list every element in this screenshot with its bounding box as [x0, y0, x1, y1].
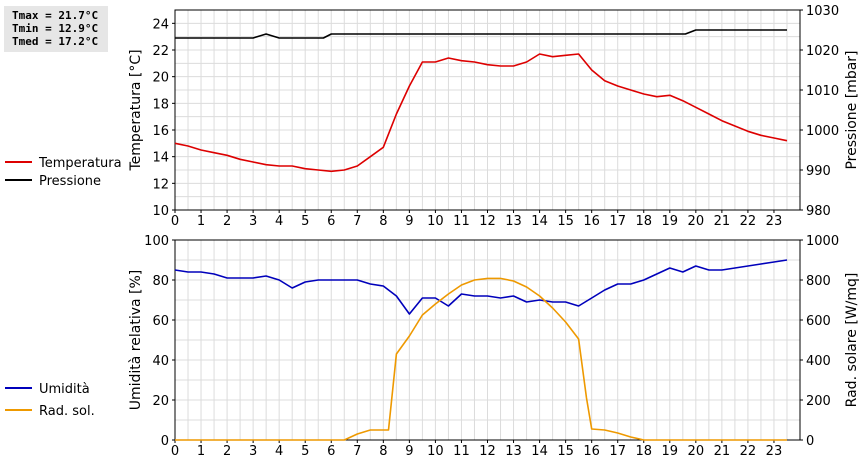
y2-tick-label: 1020 — [806, 44, 839, 59]
tmax-text: Tmax = 21.7°C — [12, 9, 99, 22]
pressione-legend-label: Pressione — [39, 174, 101, 189]
x-tick-label: 14 — [531, 214, 548, 229]
x-tick-label: 8 — [379, 444, 387, 459]
y-tick-label: 18 — [152, 97, 169, 112]
y2-tick-label: 1000 — [806, 234, 839, 249]
y-tick-label: 40 — [152, 354, 169, 369]
x-tick-label: 5 — [301, 444, 309, 459]
x-tick-label: 13 — [505, 444, 522, 459]
umidit-line — [174, 259, 788, 315]
x-tick-label: 19 — [662, 214, 679, 229]
tmed-text: Tmed = 17.2°C — [12, 35, 99, 48]
y2-tick-label: 990 — [806, 164, 831, 179]
y2-tick-label: 200 — [806, 394, 831, 409]
x-tick-label: 6 — [327, 214, 335, 229]
x-tick-label: 10 — [427, 444, 444, 459]
x-tick-label: 19 — [662, 444, 679, 459]
y-tick-label: 20 — [152, 394, 169, 409]
y2-axis-title: Pressione [mbar] — [844, 50, 860, 169]
x-tick-label: 10 — [427, 214, 444, 229]
x-tick-label: 14 — [531, 444, 548, 459]
y2-tick-label: 400 — [806, 354, 831, 369]
temperatura-line — [174, 53, 788, 173]
x-tick-label: 5 — [301, 214, 309, 229]
y2-tick-label: 600 — [806, 314, 831, 329]
y-axis-title: Umidità relativa [%] — [128, 270, 144, 411]
x-tick-label: 2 — [223, 214, 231, 229]
y2-tick-label: 0 — [806, 434, 814, 449]
x-tick-label: 20 — [688, 444, 705, 459]
tmin-text: Tmin = 12.9°C — [12, 22, 99, 35]
rad-sol-legend-label: Rad. sol. — [39, 404, 95, 419]
y2-tick-label: 1030 — [806, 4, 839, 19]
y2-tick-label: 800 — [806, 274, 831, 289]
x-tick-label: 16 — [583, 444, 600, 459]
stats-box: Tmax = 21.7°C Tmin = 12.9°C Tmed = 17.2°… — [4, 6, 108, 52]
x-tick-label: 16 — [583, 214, 600, 229]
x-tick-label: 0 — [171, 214, 179, 229]
y2-tick-label: 1000 — [806, 124, 839, 139]
y-tick-label: 24 — [152, 17, 169, 32]
x-tick-label: 21 — [714, 214, 731, 229]
x-tick-label: 23 — [766, 444, 783, 459]
x-tick-label: 23 — [766, 214, 783, 229]
x-tick-label: 3 — [249, 214, 257, 229]
x-tick-label: 11 — [453, 214, 470, 229]
x-tick-label: 11 — [453, 444, 470, 459]
y-tick-label: 100 — [144, 234, 169, 249]
x-tick-label: 13 — [505, 214, 522, 229]
x-tick-label: 4 — [275, 214, 283, 229]
y-tick-label: 16 — [152, 124, 169, 139]
y2-tick-label: 980 — [806, 204, 831, 219]
x-tick-label: 18 — [635, 214, 652, 229]
x-tick-label: 3 — [249, 444, 257, 459]
x-tick-label: 17 — [609, 444, 626, 459]
x-tick-label: 22 — [740, 214, 757, 229]
y-tick-label: 60 — [152, 314, 169, 329]
humidity-radiation-chart: 0 1 2 3 4 5 6 7 8 9 10 11 12 13 14 15 16 17 18 19 20 21 22 2302… — [128, 234, 860, 459]
y-tick-label: 22 — [152, 44, 169, 59]
x-tick-label: 15 — [557, 444, 574, 459]
x-tick-label: 9 — [405, 444, 413, 459]
x-tick-label: 12 — [479, 444, 496, 459]
legends: Temperatura Pressione Umidità Rad. sol. — [5, 156, 122, 419]
y-tick-label: 10 — [152, 204, 169, 219]
y-tick-label: 80 — [152, 274, 169, 289]
x-tick-label: 20 — [688, 214, 705, 229]
y-tick-label: 20 — [152, 71, 169, 86]
x-tick-label: 18 — [635, 444, 652, 459]
temperatura-legend-label: Temperatura — [38, 156, 122, 171]
y-tick-label: 12 — [152, 177, 169, 192]
x-tick-label: 22 — [740, 444, 757, 459]
y-tick-label: 14 — [152, 151, 169, 166]
x-tick-label: 12 — [479, 214, 496, 229]
x-tick-label: 15 — [557, 214, 574, 229]
x-tick-label: 6 — [327, 444, 335, 459]
x-tick-label: 2 — [223, 444, 231, 459]
temperature-pressure-chart: 0 1 2 3 4 5 6 7 8 9 10 11 12 13 14 15 16 17 18 19 20 21 22 2310… — [128, 4, 860, 229]
x-tick-label: 0 — [171, 444, 179, 459]
x-tick-label: 1 — [197, 214, 205, 229]
x-tick-label: 7 — [353, 444, 361, 459]
umidit-legend-label: Umidità — [39, 382, 90, 397]
x-tick-label: 8 — [379, 214, 387, 229]
y2-tick-label: 1010 — [806, 84, 839, 99]
y2-axis-title: Rad. solare [W/mq] — [844, 273, 860, 408]
y-axis-title: Temperatura [°C] — [128, 49, 144, 171]
pressione-line — [175, 29, 787, 39]
x-tick-label: 1 — [197, 444, 205, 459]
x-tick-label: 7 — [353, 214, 361, 229]
x-tick-label: 4 — [275, 444, 283, 459]
y-tick-label: 0 — [161, 434, 169, 449]
rad-sol-line — [175, 277, 787, 441]
x-tick-label: 21 — [714, 444, 731, 459]
x-tick-label: 17 — [609, 214, 626, 229]
x-tick-label: 9 — [405, 214, 413, 229]
